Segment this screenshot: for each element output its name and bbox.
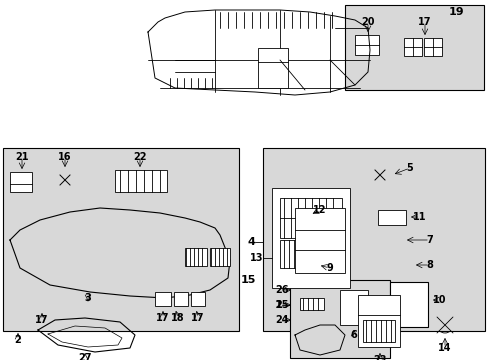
Bar: [377, 210, 405, 225]
Bar: [289, 280, 389, 358]
Bar: [423, 38, 441, 56]
Circle shape: [58, 268, 66, 276]
Ellipse shape: [297, 314, 317, 326]
Circle shape: [46, 266, 54, 274]
Polygon shape: [8, 308, 18, 318]
Circle shape: [401, 298, 415, 312]
Text: 9: 9: [326, 263, 333, 273]
Bar: [271, 188, 349, 288]
Text: 1: 1: [274, 300, 282, 310]
Text: 23: 23: [372, 355, 386, 360]
Circle shape: [82, 304, 94, 316]
Text: 17: 17: [156, 313, 169, 323]
Bar: [174, 292, 187, 306]
Bar: [339, 290, 367, 325]
Circle shape: [436, 317, 452, 333]
Text: 6: 6: [350, 330, 357, 340]
Bar: [345, 5, 483, 90]
Circle shape: [394, 180, 404, 190]
Circle shape: [100, 275, 110, 285]
Ellipse shape: [130, 234, 170, 266]
Text: 24: 24: [275, 315, 288, 325]
Text: 2: 2: [15, 335, 21, 345]
Text: 22: 22: [133, 152, 146, 162]
Ellipse shape: [373, 234, 401, 246]
Text: 17: 17: [191, 313, 204, 323]
Bar: [10, 172, 32, 192]
Text: 16: 16: [58, 152, 72, 162]
Text: 4: 4: [246, 237, 254, 247]
Text: 10: 10: [432, 295, 446, 305]
Bar: [294, 208, 345, 273]
Ellipse shape: [50, 234, 90, 266]
Text: 17: 17: [417, 17, 431, 27]
Text: 14: 14: [437, 343, 451, 353]
Text: 25: 25: [275, 300, 288, 310]
Circle shape: [298, 284, 310, 296]
Text: 27: 27: [78, 353, 92, 360]
Bar: [280, 240, 341, 268]
Text: 7: 7: [426, 235, 432, 245]
Text: 8: 8: [426, 260, 432, 270]
Text: 15: 15: [240, 275, 255, 285]
Bar: [3, 148, 239, 331]
Circle shape: [125, 273, 135, 283]
Bar: [389, 282, 427, 327]
Circle shape: [96, 292, 104, 300]
Circle shape: [132, 290, 142, 300]
Bar: [115, 170, 167, 192]
Bar: [263, 148, 484, 331]
Circle shape: [81, 175, 91, 185]
Bar: [403, 38, 421, 56]
Circle shape: [47, 297, 57, 307]
Text: 3: 3: [84, 293, 91, 303]
Text: 17: 17: [35, 315, 49, 325]
Bar: [357, 295, 399, 347]
Circle shape: [13, 280, 23, 290]
Text: 12: 12: [313, 205, 326, 215]
Polygon shape: [18, 305, 28, 325]
Bar: [155, 292, 171, 306]
Text: 26: 26: [275, 285, 288, 295]
Text: 5: 5: [406, 163, 412, 173]
Circle shape: [109, 292, 117, 300]
Bar: [362, 320, 394, 342]
Text: 13: 13: [249, 253, 263, 263]
Circle shape: [369, 165, 389, 185]
Text: 11: 11: [412, 212, 426, 222]
Bar: [209, 248, 229, 266]
Bar: [191, 292, 204, 306]
Text: 20: 20: [361, 17, 374, 27]
Text: 21: 21: [15, 152, 29, 162]
Circle shape: [37, 297, 47, 307]
Bar: [184, 248, 206, 266]
Circle shape: [348, 300, 358, 310]
Bar: [280, 198, 341, 238]
Circle shape: [55, 170, 75, 190]
Bar: [354, 35, 378, 55]
Ellipse shape: [457, 45, 463, 49]
Text: 18: 18: [171, 313, 184, 323]
Text: 19: 19: [447, 7, 463, 17]
Circle shape: [25, 280, 35, 290]
Bar: [299, 298, 324, 310]
Bar: [258, 48, 287, 88]
Polygon shape: [377, 258, 411, 278]
Circle shape: [310, 285, 320, 295]
Ellipse shape: [446, 45, 452, 49]
